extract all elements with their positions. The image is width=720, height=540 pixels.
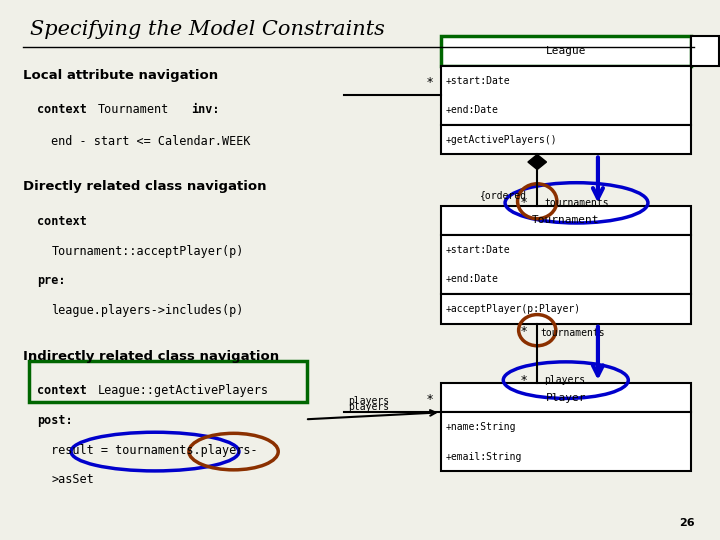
- Text: League::getActivePlayers: League::getActivePlayers: [98, 384, 269, 397]
- Text: context: context: [37, 215, 87, 228]
- Text: +end:Date: +end:Date: [446, 105, 499, 115]
- Bar: [441, 235, 690, 294]
- Bar: [441, 206, 690, 235]
- Bar: [29, 361, 307, 402]
- Text: +name:String: +name:String: [446, 422, 516, 432]
- Text: +start:Date: +start:Date: [446, 76, 510, 86]
- Text: players: players: [348, 402, 389, 412]
- Text: Tournament: Tournament: [98, 104, 169, 117]
- Text: Tournament: Tournament: [532, 215, 600, 225]
- Text: *: *: [521, 374, 526, 387]
- Bar: [441, 36, 690, 66]
- Text: +getActivePlayers(): +getActivePlayers(): [446, 134, 557, 145]
- Text: end - start <= Calendar.WEEK: end - start <= Calendar.WEEK: [51, 134, 251, 147]
- Text: League: League: [546, 46, 586, 56]
- Text: 26: 26: [679, 518, 694, 528]
- Text: +acceptPlayer(p:Player): +acceptPlayer(p:Player): [446, 304, 581, 314]
- Text: *: *: [521, 197, 526, 210]
- Bar: [441, 383, 690, 413]
- Bar: [441, 413, 690, 471]
- Text: +email:String: +email:String: [446, 451, 522, 462]
- Text: Player: Player: [546, 393, 586, 403]
- Bar: [441, 125, 690, 154]
- Text: *: *: [521, 325, 526, 338]
- Text: +end:Date: +end:Date: [446, 274, 499, 285]
- Text: inv:: inv:: [191, 104, 219, 117]
- Text: Local attribute navigation: Local attribute navigation: [23, 69, 218, 82]
- Text: context: context: [37, 104, 87, 117]
- Text: Directly related class navigation: Directly related class navigation: [23, 180, 266, 193]
- Text: tournaments: tournaments: [541, 328, 606, 339]
- Text: tournaments: tournaments: [544, 198, 609, 208]
- Text: Indirectly related class navigation: Indirectly related class navigation: [23, 349, 279, 362]
- Text: Tournament::acceptPlayer(p): Tournament::acceptPlayer(p): [51, 245, 244, 258]
- Text: players: players: [544, 375, 585, 385]
- Text: post:: post:: [37, 414, 73, 427]
- Text: >asSet: >asSet: [51, 473, 94, 486]
- Bar: [441, 294, 690, 323]
- Text: {ordered: {ordered: [480, 190, 527, 200]
- Polygon shape: [528, 154, 546, 170]
- Text: league.players->includes(p): league.players->includes(p): [51, 304, 244, 317]
- Text: result = tournaments.players-: result = tournaments.players-: [51, 443, 258, 456]
- Text: context: context: [37, 384, 87, 397]
- Bar: [441, 66, 690, 125]
- Text: pre:: pre:: [37, 274, 66, 287]
- Bar: [690, 36, 719, 66]
- Text: Specifying the Model Constraints: Specifying the Model Constraints: [30, 20, 385, 39]
- Text: *: *: [427, 393, 433, 406]
- Text: +start:Date: +start:Date: [446, 245, 510, 255]
- Text: *: *: [427, 76, 433, 89]
- Text: players: players: [348, 396, 389, 406]
